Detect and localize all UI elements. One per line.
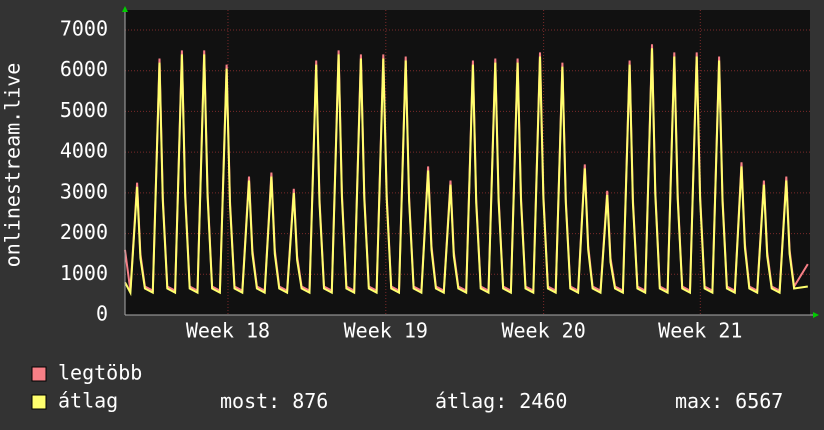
x-arrow (813, 312, 819, 318)
stat: max: 6567 (675, 389, 783, 413)
stat-label: max: (675, 389, 723, 413)
x-tick-label: Week 20 (501, 319, 585, 343)
y-axis-title: onlinestream.live (1, 63, 25, 268)
stat-label: most: (220, 389, 280, 413)
legend: legtöbb átlag most: 876 átlag: 2460 max: 6567 (31, 361, 783, 413)
y-tick-label: 0 (96, 302, 108, 326)
y-arrow (122, 6, 128, 12)
y-tick-label: 5000 (60, 98, 108, 122)
series-line (124, 44, 809, 293)
x-tick-label: Week 19 (344, 319, 428, 343)
stat: most: 876 (220, 389, 328, 413)
stat-label: átlag: (435, 389, 507, 413)
stat: átlag: 2460 (435, 389, 567, 413)
y-tick-label: 1000 (60, 261, 108, 285)
y-tick-label: 2000 (60, 220, 108, 244)
stat-value: 2460 (519, 389, 567, 413)
stat-value: 6567 (735, 389, 783, 413)
legend-label: legtöbb (58, 361, 142, 385)
x-tick-label: Week 18 (186, 319, 270, 343)
lines (124, 44, 809, 297)
legend-swatch (31, 394, 47, 410)
y-tick-label: 6000 (60, 57, 108, 81)
x-tick-label: Week 21 (658, 319, 742, 343)
legend-label: átlag (58, 389, 118, 413)
y-tick-label: 7000 (60, 17, 108, 41)
series-line (124, 48, 808, 297)
stat-value: 876 (292, 389, 328, 413)
y-tick-label: 4000 (60, 139, 108, 163)
legend-swatch (31, 366, 47, 382)
y-tick-label: 3000 (60, 179, 108, 203)
